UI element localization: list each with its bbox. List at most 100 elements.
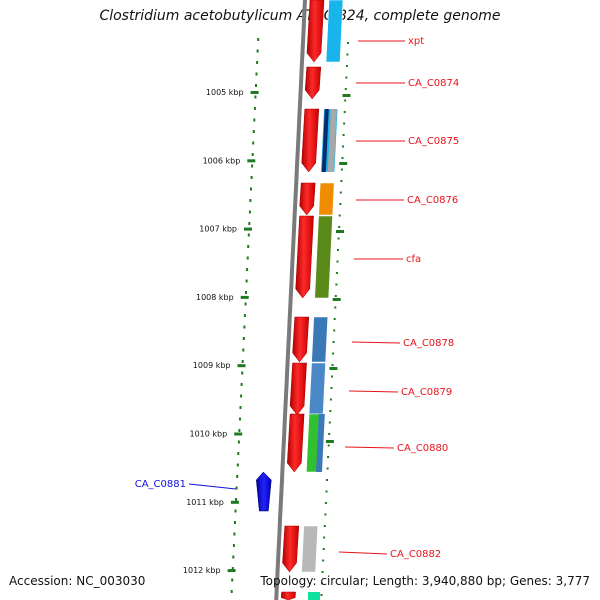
outer-dot-tick: [343, 111, 346, 113]
outer-dot-tick: [326, 467, 329, 470]
inner-dot-tick: [245, 291, 247, 294]
outer-dot-tick: [325, 490, 328, 493]
inner-dot-tick: [236, 475, 239, 478]
inner-dot-tick: [237, 440, 240, 444]
inner-dot-tick: [248, 210, 251, 214]
gene-label-CA_C0882[interactable]: CA_C0882: [390, 549, 441, 560]
outer-dot-tick: [346, 53, 349, 56]
outer-dot-tick: [342, 134, 345, 136]
outer-dot-tick: [327, 444, 330, 447]
scale-label: 1010 kbp: [189, 430, 227, 439]
outer-dot-tick: [340, 168, 343, 171]
outer-dot-tick: [331, 364, 334, 366]
outer-dot-tick: [320, 594, 323, 596]
outer-dot-tick: [344, 88, 347, 90]
gene-label-CA_C0878[interactable]: CA_C0878: [403, 338, 454, 349]
inner-dot-tick: [236, 463, 239, 467]
label-line-CA_C0878: [351, 341, 401, 344]
inner-dot-tick: [244, 302, 247, 306]
inner-dot-tick: [242, 348, 245, 352]
gene-label-CA_C0876[interactable]: CA_C0876: [407, 195, 458, 206]
major-tick: [227, 569, 236, 573]
gene-label-xpt[interactable]: xpt: [408, 36, 424, 47]
outer-dot-tick: [337, 237, 340, 240]
inner-dot-tick: [241, 371, 244, 375]
outer-dot-tick: [326, 479, 328, 481]
category-stripe: [321, 109, 329, 172]
scale-label: 1009 kbp: [193, 361, 231, 370]
cds-arrow-CA_C0882: [282, 525, 300, 573]
gene-label-CA_C0879[interactable]: CA_C0879: [401, 387, 452, 398]
outer-dot-tick: [345, 65, 348, 67]
outer-dot-tick: [322, 548, 325, 550]
outer-dot-tick: [335, 283, 338, 286]
gene-label-CA_C0875[interactable]: CA_C0875: [408, 136, 459, 147]
inner-dot-tick: [232, 544, 235, 547]
outer-dot-tick: [338, 214, 341, 217]
outer-dot-tick: [334, 306, 337, 309]
inner-dot-tick: [235, 486, 238, 490]
major-tick: [237, 364, 246, 368]
outer-major-tick: [325, 440, 334, 443]
outer-dot-tick: [339, 191, 342, 194]
cds-arrow-CA_C0880: [287, 413, 305, 473]
outer-dot-tick: [342, 145, 344, 148]
cds-arrow-CA_C0881: [256, 471, 272, 512]
scale-label: 1008 kbp: [196, 293, 234, 302]
gene-label-cfa[interactable]: cfa: [406, 254, 421, 265]
scale-label: 1006 kbp: [203, 156, 241, 165]
backbone: [274, 0, 307, 600]
major-tick: [250, 91, 259, 94]
scale-label: 1007 kbp: [199, 225, 237, 234]
inner-dot-tick: [255, 84, 257, 87]
inner-dot-tick: [240, 383, 243, 386]
category-block-CA_C0882: [301, 525, 319, 573]
inner-dot-tick: [239, 406, 242, 409]
inner-dot-tick: [243, 314, 246, 317]
cds-arrow-CA_C0874: [304, 66, 322, 100]
outer-dot-tick: [328, 433, 331, 435]
outer-major-tick: [332, 298, 341, 301]
gene-label-CA_C0881[interactable]: CA_C0881: [135, 479, 186, 490]
major-tick: [247, 159, 256, 163]
outer-dot-tick: [334, 295, 337, 297]
inner-dot-tick: [250, 176, 253, 179]
outer-dot-tick: [335, 272, 338, 274]
outer-dot-tick: [329, 410, 332, 412]
outer-dot-tick: [344, 99, 347, 102]
inner-dot-tick: [240, 394, 243, 398]
outer-dot-tick: [331, 375, 333, 378]
inner-dot-tick: [233, 532, 236, 536]
gene-label-CA_C0880[interactable]: CA_C0880: [397, 443, 448, 454]
outer-dot-tick: [333, 329, 336, 332]
outer-dot-tick: [321, 582, 323, 585]
label-line-CA_C0880: [344, 446, 395, 449]
inner-dot-tick: [231, 578, 234, 582]
genome-summary-text: Topology: circular; Length: 3,940,880 bp…: [260, 574, 590, 588]
inner-dot-tick: [247, 245, 250, 248]
inner-dot-tick: [234, 509, 237, 513]
outer-major-tick: [342, 94, 351, 97]
map-title: Clostridium acetobutylicum ATCC 824, com…: [99, 8, 501, 24]
outer-major-tick: [329, 367, 338, 370]
inner-dot-tick: [242, 337, 245, 340]
cds-arrow-CA_C0878: [292, 316, 310, 363]
gene-label-CA_C0874[interactable]: CA_C0874: [408, 78, 459, 89]
inner-dot-tick: [234, 521, 236, 524]
cds-features: [256, 0, 325, 600]
outer-dot-tick: [339, 203, 342, 205]
label-line-CA_C0882: [338, 551, 388, 555]
cds-arrow-next: [280, 591, 296, 600]
inner-dot-tick: [245, 279, 248, 283]
scale-ticks: 1005 kbp 1006 kbp 1007 kbp 1008 kbp 1009 kbp…: [183, 38, 351, 596]
outer-dot-tick: [321, 571, 324, 573]
major-tick: [240, 295, 249, 299]
inner-dot-tick: [237, 452, 240, 455]
inner-dot-tick: [230, 590, 233, 593]
outer-dot-tick: [323, 536, 326, 539]
category-block-xpt: [325, 0, 344, 63]
category-block-CA_C0879: [308, 362, 326, 415]
inner-dot-tick: [251, 153, 254, 156]
inner-dot-tick: [243, 325, 246, 329]
